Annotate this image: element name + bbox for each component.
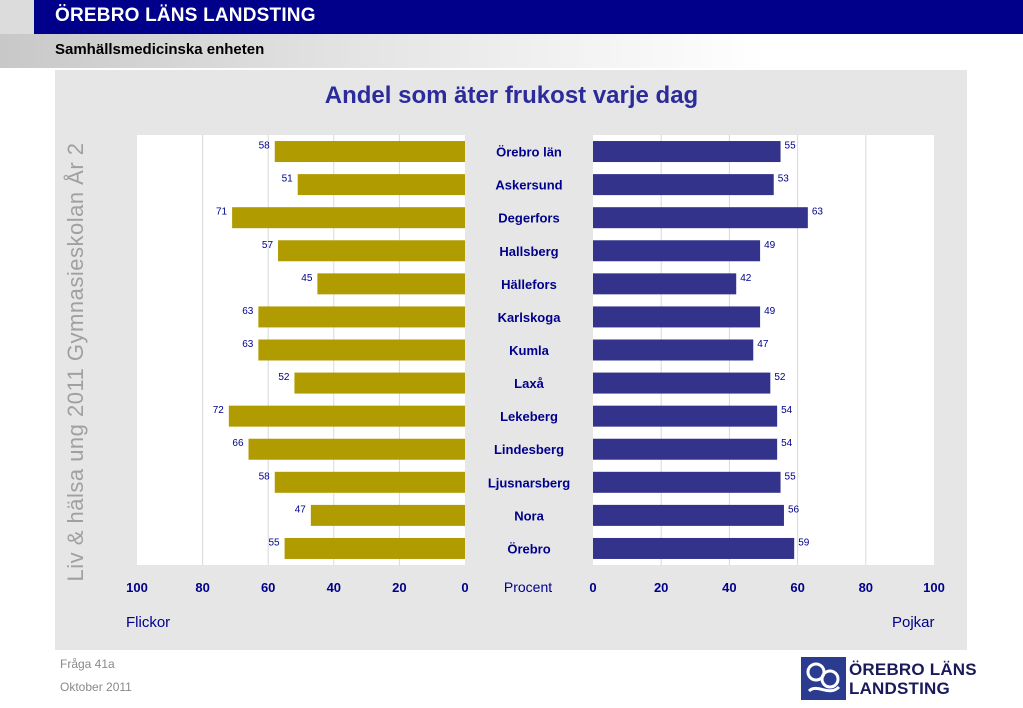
category-label: Karlskoga bbox=[498, 310, 562, 325]
chart-title: Andel som äter frukost varje dag bbox=[324, 82, 699, 109]
bar-pojkar bbox=[593, 372, 771, 394]
category-label: Lindesberg bbox=[494, 442, 564, 457]
bar-flickor bbox=[228, 405, 465, 427]
category-label: Nora bbox=[514, 508, 544, 523]
data-label-flickor: 63 bbox=[242, 339, 254, 350]
data-label-pojkar: 42 bbox=[740, 273, 752, 284]
bar-flickor bbox=[294, 372, 465, 394]
bar-pojkar bbox=[593, 240, 761, 262]
tick-label-right: 100 bbox=[923, 580, 945, 595]
category-label: Kumla bbox=[509, 343, 550, 358]
bar-pojkar bbox=[593, 306, 761, 328]
category-label: Hallsberg bbox=[499, 244, 558, 259]
series-label-flickor: Flickor bbox=[126, 614, 171, 631]
bar-pojkar bbox=[593, 207, 808, 229]
tick-label-left: 80 bbox=[195, 580, 209, 595]
org-title: ÖREBRO LÄNS LANDSTING bbox=[55, 5, 316, 26]
bar-pojkar bbox=[593, 174, 774, 196]
bar-flickor bbox=[232, 207, 465, 229]
data-label-flickor: 58 bbox=[259, 471, 271, 482]
center-axis-label: Procent bbox=[504, 579, 552, 595]
date-label: Oktober 2011 bbox=[60, 680, 132, 694]
data-label-pojkar: 47 bbox=[757, 339, 769, 350]
bar-pojkar bbox=[593, 339, 754, 361]
category-label: Ljusnarsberg bbox=[488, 475, 570, 490]
data-label-pojkar: 54 bbox=[781, 438, 793, 449]
data-label-flickor: 66 bbox=[232, 438, 244, 449]
unit-title: Samhällsmedicinska enheten bbox=[55, 41, 265, 58]
data-label-flickor: 52 bbox=[278, 372, 290, 383]
tick-label-right: 20 bbox=[654, 580, 668, 595]
data-label-pojkar: 63 bbox=[812, 207, 824, 218]
category-label: Askersund bbox=[495, 178, 562, 193]
data-label-flickor: 47 bbox=[295, 504, 307, 515]
data-label-flickor: 72 bbox=[213, 405, 225, 416]
tick-label-right: 40 bbox=[722, 580, 736, 595]
bar-pojkar bbox=[593, 471, 781, 493]
tick-label-left: 100 bbox=[126, 580, 148, 595]
bar-pojkar bbox=[593, 438, 778, 460]
bar-pojkar bbox=[593, 405, 778, 427]
question-label: Fråga 41a bbox=[60, 657, 115, 671]
data-label-flickor: 55 bbox=[268, 537, 280, 548]
landsting-logo-icon bbox=[801, 657, 846, 700]
tick-label-right: 60 bbox=[790, 580, 804, 595]
bar-flickor bbox=[274, 471, 465, 493]
data-label-pojkar: 49 bbox=[764, 306, 776, 317]
bar-flickor bbox=[317, 273, 465, 295]
data-label-flickor: 71 bbox=[216, 207, 228, 218]
data-label-flickor: 45 bbox=[301, 273, 313, 284]
category-label: Lekeberg bbox=[500, 409, 558, 424]
logo-text-line2: LANDSTING bbox=[849, 679, 950, 698]
bar-flickor bbox=[258, 339, 465, 361]
category-label: Örebro bbox=[507, 541, 550, 556]
bar-flickor bbox=[274, 141, 465, 163]
tick-label-right: 80 bbox=[859, 580, 873, 595]
tick-label-left: 0 bbox=[461, 580, 468, 595]
data-label-pojkar: 52 bbox=[774, 372, 786, 383]
tick-label-right: 0 bbox=[589, 580, 596, 595]
bar-flickor bbox=[258, 306, 465, 328]
category-label: Örebro län bbox=[496, 145, 562, 160]
data-label-pojkar: 56 bbox=[788, 504, 800, 515]
data-label-flickor: 57 bbox=[262, 240, 274, 251]
data-label-pojkar: 54 bbox=[781, 405, 793, 416]
logo-text-line1: ÖREBRO LÄNS bbox=[849, 660, 977, 679]
data-label-pojkar: 55 bbox=[785, 471, 797, 482]
bar-pojkar bbox=[593, 537, 795, 559]
category-label: Degerfors bbox=[498, 211, 559, 226]
series-label-pojkar: Pojkar bbox=[892, 614, 935, 631]
bar-flickor bbox=[284, 537, 465, 559]
bar-flickor bbox=[278, 240, 465, 262]
bar-flickor bbox=[248, 438, 465, 460]
bar-flickor bbox=[310, 504, 465, 526]
bar-pojkar bbox=[593, 141, 781, 163]
sub-header-bar: Samhällsmedicinska enheten bbox=[0, 34, 1023, 68]
bar-flickor bbox=[297, 174, 465, 196]
tick-label-left: 20 bbox=[392, 580, 406, 595]
bar-pojkar bbox=[593, 273, 737, 295]
bar-pojkar bbox=[593, 504, 784, 526]
tick-label-left: 60 bbox=[261, 580, 275, 595]
category-label: Hällefors bbox=[501, 277, 557, 292]
data-label-pojkar: 49 bbox=[764, 240, 776, 251]
data-label-pojkar: 53 bbox=[778, 174, 790, 185]
data-label-flickor: 63 bbox=[242, 306, 254, 317]
data-label-flickor: 51 bbox=[282, 174, 294, 185]
header-bar: ÖREBRO LÄNS LANDSTING bbox=[0, 0, 1023, 34]
data-label-pojkar: 59 bbox=[798, 537, 810, 548]
data-label-pojkar: 55 bbox=[785, 141, 797, 152]
data-label-flickor: 58 bbox=[259, 141, 271, 152]
category-label: Laxå bbox=[514, 376, 544, 391]
tick-label-left: 40 bbox=[327, 580, 341, 595]
